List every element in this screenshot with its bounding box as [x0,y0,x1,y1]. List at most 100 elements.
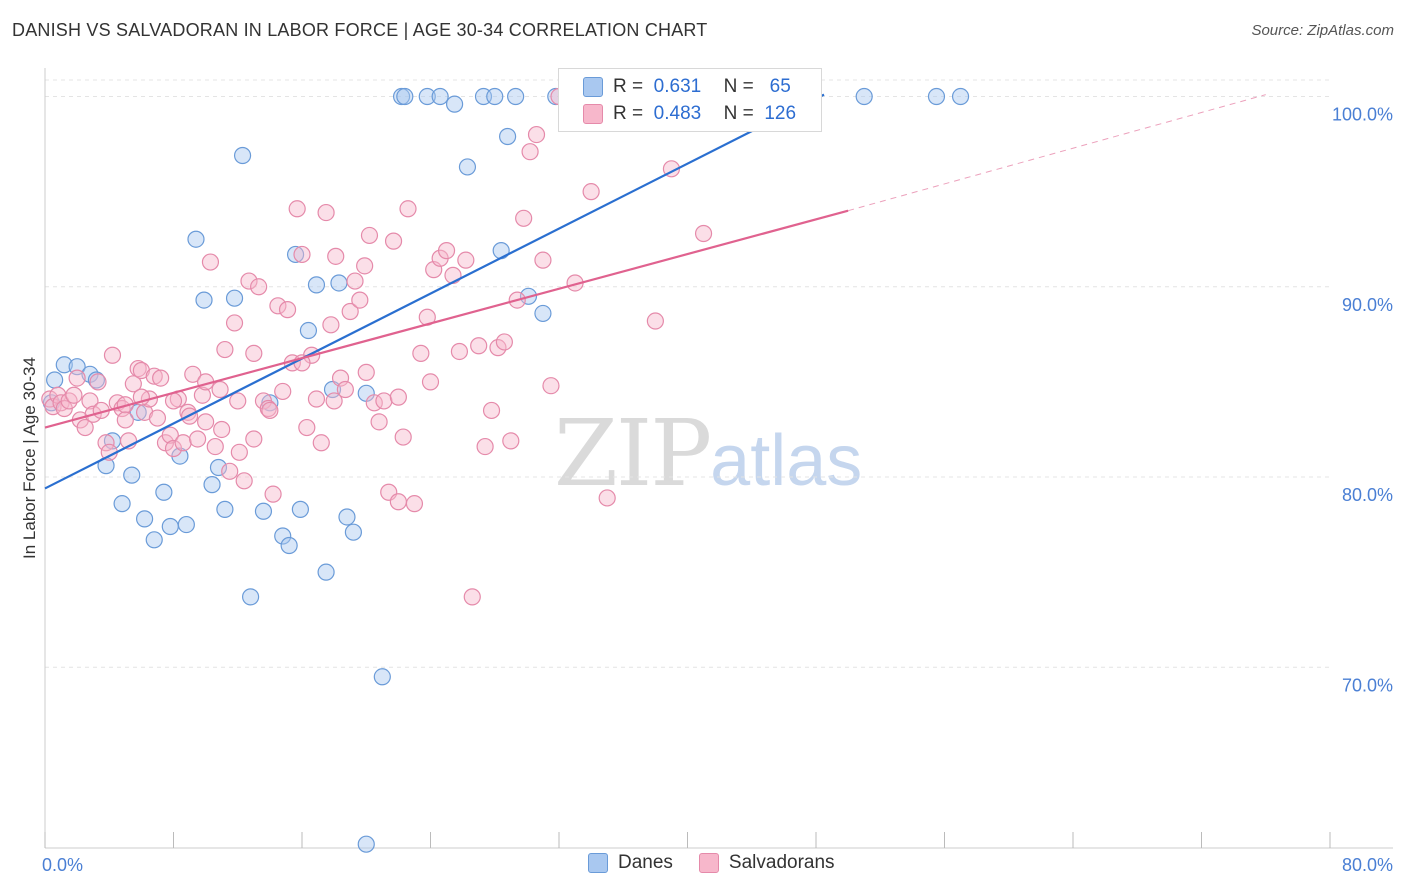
salvadorans-point-81 [405,495,424,513]
salvadorans-legend-label: Salvadorans [728,852,835,873]
salvadorans-point-120 [389,388,407,406]
salvadorans-point-36 [188,430,207,448]
danes-point-11 [135,510,154,528]
series-legend-danes: Danes [588,852,673,874]
salvadorans-point-61 [307,390,326,408]
salvadorans-point-10 [81,392,99,410]
salvadorans-point-93 [482,401,501,420]
salvadorans-point-68 [341,302,359,321]
salvadorans-point-16 [103,346,122,364]
salvadorans-point-69 [346,272,364,290]
salvadorans-point-14 [97,434,115,452]
salvadorans-n-label: N = [723,103,754,124]
salvadorans-r-label: R = [613,103,644,124]
x-tick-label-1: 80.0% [1342,855,1393,875]
salvadorans-point-30 [161,426,179,444]
salvadorans-point-44 [225,314,244,332]
y-tick-label-1: 90.0% [1342,295,1393,315]
salvadorans-point-9 [76,418,94,437]
salvadorans-point-27 [148,409,167,427]
salvadorans-point-99 [521,143,539,161]
danes-legend-swatch [588,853,608,873]
salvadorans-point-124 [213,420,231,439]
watermark-zip: ZIP [554,400,712,507]
salvadorans-point-39 [201,253,220,271]
danes-point-8 [113,495,131,513]
axes-layer [44,68,1393,849]
danes-point-47 [486,87,504,106]
salvadorans-point-70 [351,291,369,309]
salvadorans-point-87 [444,266,462,284]
salvadorans-point-79 [394,428,412,446]
danes-point-1 [46,371,64,389]
salvadorans-point-52 [264,485,282,503]
salvadorans-point-49 [250,278,268,296]
salvadorans-point-28 [152,369,170,387]
danes-point-41 [396,87,414,106]
danes-point-18 [195,291,213,309]
points-layer [41,87,970,853]
salvadorans-point-41 [211,380,229,399]
salvadorans-point-47 [240,272,258,290]
salvadorans-point-6 [65,386,83,404]
salvadorans-point-42 [216,340,234,359]
salvadorans-point-122 [116,411,134,429]
danes-point-63 [951,87,970,106]
labels-layer: 100.0% 90.0% 80.0% 70.0% 0.0% 80.0% In Labor F… [20,105,1393,875]
salvadorans-swatch [583,104,603,124]
salvadorans-point-121 [421,373,440,391]
salvadorans-point-108 [646,312,664,330]
grid-layer [45,79,1330,668]
salvadorans-point-12 [89,373,107,391]
danes-point-28 [280,536,298,555]
salvadorans-point-38 [197,413,215,431]
salvadorans-point-125 [245,430,263,448]
danes-n-label: N = [723,76,754,97]
salvadorans-point-67 [336,380,354,399]
salvadorans-point-95 [495,333,513,351]
danes-point-42 [418,87,436,106]
danes-point-24 [242,588,260,606]
salvadorans-trend-extension [847,94,1266,212]
danes-point-19 [203,476,221,494]
salvadorans-point-86 [437,242,456,260]
danes-point-32 [307,276,326,294]
salvadorans-point-58 [293,245,311,264]
danes-legend-label: Danes [618,852,673,873]
danes-point-2 [55,356,73,374]
danes-point-27 [274,527,292,545]
danes-swatch [583,77,603,97]
salvadorans-point-7 [68,369,86,387]
salvadorans-point-46 [235,472,253,490]
salvadorans-point-90 [463,588,481,606]
salvadorans-n-value: 126 [764,103,797,124]
salvadorans-point-63 [317,203,335,222]
salvadorans-point-45 [230,443,248,461]
salvadorans-point-119 [357,363,375,381]
salvadorans-point-102 [542,377,560,395]
salvadorans-point-115 [229,392,247,410]
salvadorans-point-92 [476,437,494,456]
danes-point-20 [209,458,228,477]
salvadorans-point-111 [694,224,713,243]
salvadorans-trend-line [44,209,849,429]
danes-point-52 [534,304,552,323]
series-legend-salvadorans: Salvadorans [698,852,835,874]
salvadorans-point-74 [370,413,388,431]
y-tick-label-3: 70.0% [1342,675,1393,695]
chart-title: DANISH VS SALVADORAN IN LABOR FORCE | AG… [12,20,708,40]
salvadorans-point-37 [193,386,212,404]
salvadorans-point-65 [327,247,345,265]
danes-r-label: R = [613,76,644,97]
salvadorans-point-26 [145,367,163,385]
legend-row-danes: R = 0.631 N = 65 [583,75,791,99]
y-tick-label-0: 100.0% [1332,105,1393,125]
salvadorans-point-64 [322,316,340,334]
salvadorans-point-116 [261,401,279,420]
danes-point-21 [216,500,234,518]
danes-point-64 [357,835,375,853]
y-tick-label-2: 80.0% [1342,485,1393,505]
salvadorans-point-101 [534,251,552,269]
danes-point-13 [155,483,173,501]
